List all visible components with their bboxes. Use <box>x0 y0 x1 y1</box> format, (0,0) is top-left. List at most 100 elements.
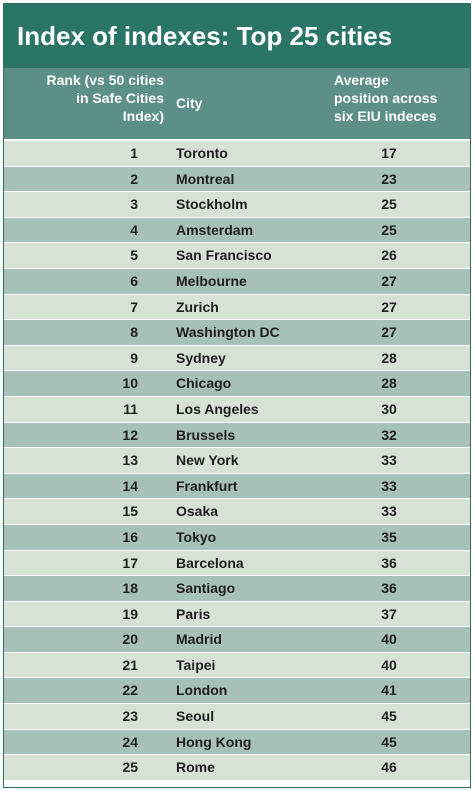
cell-city: Toronto <box>176 145 228 161</box>
table-row: 13 New York 33 <box>4 447 470 473</box>
table-row: 19 Paris 37 <box>4 600 470 627</box>
cell-rank: 21 <box>122 656 138 673</box>
cell-rank: 16 <box>122 528 138 545</box>
table-row: 7 Zurich 27 <box>4 293 470 320</box>
cell-rank: 1 <box>130 145 138 161</box>
table-title: Index of indexes: Top 25 cities <box>4 4 470 68</box>
table-row: 3 Stockholm 25 <box>4 191 470 217</box>
cell-rank: 2 <box>130 170 138 187</box>
cell-rank: 6 <box>130 272 138 289</box>
table-row: 14 Frankfurt 33 <box>4 472 470 499</box>
table-row: 20 Madrid 40 <box>4 626 470 652</box>
cell-rank: 9 <box>130 349 138 366</box>
cell-city: Hong Kong <box>176 733 252 750</box>
header-city: City <box>176 95 203 111</box>
table-row: 11 Los Angeles 30 <box>4 395 470 422</box>
cell-rank: 4 <box>130 221 138 238</box>
table-row: 17 Barcelona 36 <box>4 549 470 576</box>
cell-average-position: 45 <box>381 733 397 750</box>
cell-city: Seoul <box>176 708 215 725</box>
cell-city: Los Angeles <box>176 400 259 417</box>
cell-city: Sydney <box>176 349 226 366</box>
cell-city: Tokyo <box>176 528 217 545</box>
cell-rank: 13 <box>122 452 138 469</box>
cell-rank: 18 <box>122 580 138 597</box>
table-card: Index of indexes: Top 25 cities Rank (vs… <box>3 3 471 788</box>
cell-rank: 3 <box>130 196 138 213</box>
cell-rank: 11 <box>123 400 138 417</box>
cell-average-position: 36 <box>381 580 397 597</box>
table-row: 15 Osaka 33 <box>4 498 470 524</box>
table-row: 16 Tokyo 35 <box>4 523 470 550</box>
cell-city: Paris <box>176 605 211 622</box>
cell-average-position: 36 <box>381 554 397 571</box>
cell-average-position: 46 <box>381 759 397 776</box>
cell-average-position: 28 <box>381 375 397 392</box>
cell-average-position: 40 <box>381 631 397 648</box>
cell-city: Chicago <box>176 375 232 392</box>
table-row: 6 Melbourne 27 <box>4 267 470 294</box>
cell-city: Rome <box>176 759 215 776</box>
cell-average-position: 32 <box>381 426 397 443</box>
header-rank: Rank (vs 50 cities in Safe Cities Index) <box>46 72 164 124</box>
cell-rank: 8 <box>130 324 138 341</box>
cell-average-position: 28 <box>381 349 397 366</box>
table-row: 12 Brussels 32 <box>4 421 470 448</box>
cell-average-position: 40 <box>381 656 397 673</box>
cell-rank: 15 <box>122 503 138 520</box>
cell-city: London <box>176 682 228 699</box>
table-row: 21 Taipei 40 <box>4 651 470 678</box>
cell-average-position: 33 <box>381 503 397 520</box>
cell-rank: 24 <box>122 733 138 750</box>
cell-rank: 12 <box>122 426 138 443</box>
cell-city: Melbourne <box>176 272 247 289</box>
header-average-position: Average position across six EIU indeces <box>334 72 438 124</box>
cell-average-position: 37 <box>381 605 397 622</box>
cell-average-position: 17 <box>381 145 397 161</box>
cell-rank: 14 <box>122 477 138 494</box>
table-row: 5 San Francisco 26 <box>4 242 470 268</box>
cell-average-position: 26 <box>381 247 397 264</box>
table-row: 23 Seoul 45 <box>4 703 470 729</box>
cell-city: Taipei <box>176 656 216 673</box>
cell-city: Santiago <box>176 580 236 597</box>
cell-city: New York <box>176 452 239 469</box>
cell-city: Madrid <box>176 631 222 648</box>
cell-average-position: 27 <box>381 324 397 341</box>
cell-average-position: 33 <box>381 452 397 469</box>
cell-city: Osaka <box>176 503 219 520</box>
table-row: 8 Washington DC 27 <box>4 319 470 345</box>
cell-rank: 5 <box>130 247 138 264</box>
cell-city: San Francisco <box>176 247 272 264</box>
cell-average-position: 33 <box>381 477 397 494</box>
cell-rank: 22 <box>122 682 138 699</box>
table-row: 10 Chicago 28 <box>4 370 470 396</box>
cell-city: Brussels <box>176 426 236 443</box>
table-row: 25 Rome 46 <box>4 754 470 780</box>
cell-average-position: 30 <box>381 400 397 417</box>
table-row: 1 Toronto 17 <box>4 140 470 166</box>
cell-average-position: 27 <box>381 298 397 315</box>
table-row: 4 Amsterdam 25 <box>4 216 470 243</box>
cell-rank: 10 <box>122 375 138 392</box>
cell-average-position: 25 <box>381 221 397 238</box>
table-row: 18 Santiago 36 <box>4 575 470 601</box>
table-header: Rank (vs 50 cities in Safe Cities Index)… <box>4 68 470 139</box>
cell-rank: 7 <box>130 298 138 315</box>
table-body: 1 Toronto 17 2 Montreal 23 3 Stockholm 25 4 Amster… <box>4 140 470 780</box>
cell-average-position: 25 <box>381 196 397 213</box>
table-row: 22 London 41 <box>4 677 470 704</box>
cell-city: Stockholm <box>176 196 248 213</box>
cell-average-position: 27 <box>381 272 397 289</box>
cell-average-position: 45 <box>381 708 397 725</box>
cell-rank: 23 <box>122 708 138 725</box>
cell-city: Frankfurt <box>176 477 238 494</box>
cell-average-position: 41 <box>381 682 397 699</box>
cell-rank: 25 <box>122 759 138 776</box>
cell-rank: 20 <box>122 631 138 648</box>
cell-average-position: 35 <box>381 528 397 545</box>
cell-rank: 19 <box>122 605 138 622</box>
cell-city: Barcelona <box>176 554 244 571</box>
cell-city: Montreal <box>176 170 235 187</box>
cell-city: Washington DC <box>176 324 280 341</box>
